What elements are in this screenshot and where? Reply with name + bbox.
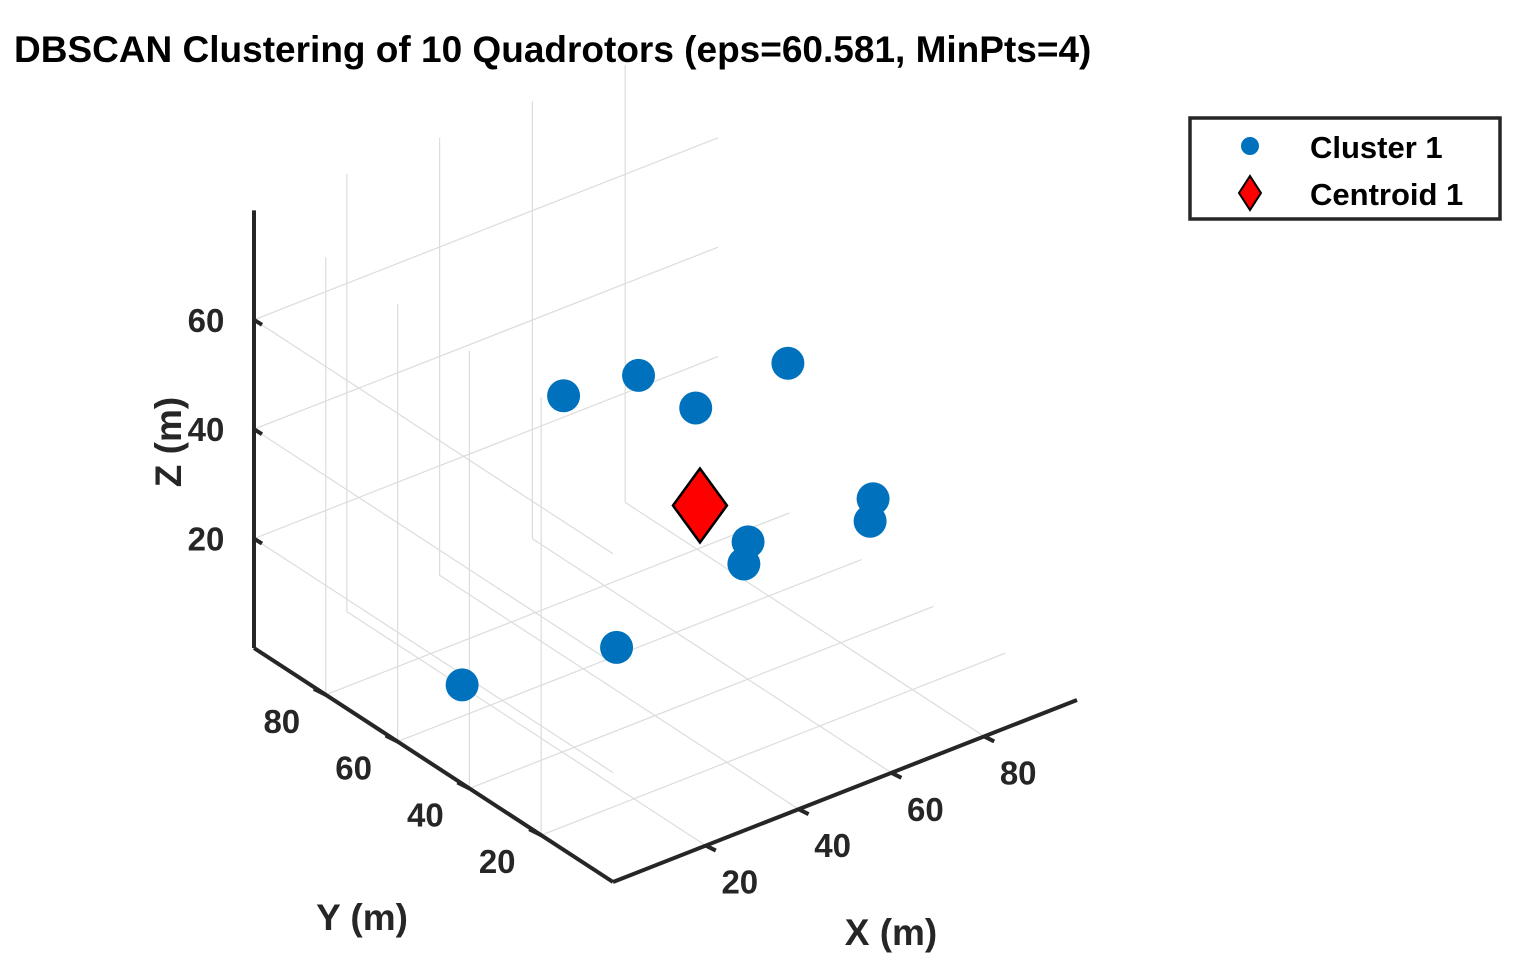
- grid-line: [253, 538, 614, 774]
- y-tick-mark: [456, 780, 471, 791]
- centroid-marker: [671, 466, 729, 545]
- cluster-point: [547, 379, 581, 413]
- x-axis-label: X (m): [845, 912, 938, 953]
- legend-entry-centroid: Centroid 1: [1310, 177, 1463, 212]
- z-tick-label: 40: [188, 411, 225, 448]
- grid-line: [540, 652, 1006, 836]
- x-axis-line: [612, 698, 1078, 884]
- z-tick-label: 60: [188, 302, 225, 339]
- y-tick-label: 60: [335, 750, 372, 787]
- cluster-point: [771, 346, 805, 380]
- cluster-point: [600, 630, 634, 664]
- grid-line: [532, 538, 892, 774]
- z-tick-mark: [252, 536, 264, 546]
- y-axis-label: Y (m): [316, 897, 408, 938]
- tick-labels: 20 40 60 80 20 40 60 80 20 40 60: [188, 302, 1037, 901]
- cluster-point: [679, 391, 713, 425]
- legend-cluster-marker: [1241, 137, 1259, 155]
- grid-line: [253, 246, 719, 430]
- x-tick-mark: [890, 771, 903, 780]
- y-tick-mark: [384, 733, 399, 744]
- grid: [253, 64, 1006, 847]
- z-tick-mark: [252, 318, 264, 327]
- y-tick-label: 20: [479, 843, 516, 880]
- grid-line: [439, 574, 799, 810]
- grid-line: [624, 501, 985, 737]
- grid-line: [253, 319, 614, 555]
- z-axis-label: Z (m): [148, 397, 189, 487]
- y-axis-line: [252, 646, 615, 884]
- legend: Cluster 1 Centroid 1: [1188, 116, 1502, 221]
- grid-line: [346, 611, 707, 847]
- x-tick-mark: [797, 807, 810, 816]
- x-tick-mark: [983, 734, 996, 744]
- legend-entry-cluster: Cluster 1: [1310, 130, 1443, 165]
- x-tick-label: 20: [721, 864, 758, 901]
- cluster-point: [853, 504, 887, 538]
- axes: [252, 210, 1078, 884]
- z-tick-label: 20: [188, 521, 225, 558]
- z-tick-mark: [252, 427, 264, 436]
- y-tick-label: 80: [263, 703, 300, 740]
- data-points: [445, 346, 890, 702]
- x-tick-label: 60: [907, 791, 944, 828]
- cluster-point: [622, 358, 656, 392]
- y-tick-mark: [312, 687, 327, 697]
- cluster-point: [727, 547, 761, 581]
- x-tick-label: 40: [814, 827, 851, 864]
- x-tick-mark: [704, 843, 717, 853]
- grid-line: [469, 605, 934, 789]
- legend-centroid-marker: [1237, 174, 1263, 212]
- grid-line: [253, 137, 719, 321]
- grid-line: [325, 512, 791, 696]
- y-tick-label: 40: [407, 796, 444, 833]
- grid-line: [253, 428, 614, 664]
- cluster-point: [445, 668, 479, 702]
- legend-box: [1188, 116, 1502, 221]
- x-tick-label: 80: [1000, 754, 1037, 791]
- chart-title: DBSCAN Clustering of 10 Quadrotors (eps=…: [14, 29, 1091, 70]
- y-tick-mark: [528, 827, 543, 837]
